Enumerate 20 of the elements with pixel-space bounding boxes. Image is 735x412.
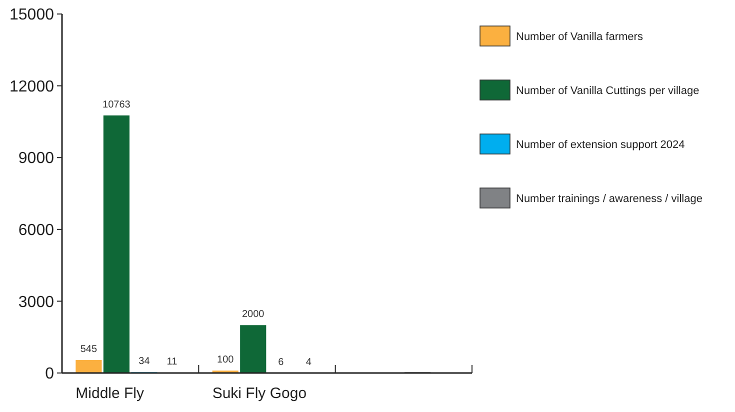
data-label: 100 xyxy=(217,354,234,366)
data-label: 11 xyxy=(166,356,178,368)
data-label: 2000 xyxy=(242,309,265,320)
y-tick-label: 15000 xyxy=(10,6,54,24)
data-label: 10763 xyxy=(102,99,131,110)
legend-label: Number of Vanilla Cuttings per village xyxy=(516,85,700,97)
legend-label: Number trainings / awareness / village xyxy=(516,193,702,205)
data-label: 545 xyxy=(80,344,98,355)
data-label: 4 xyxy=(306,356,312,368)
data-label: 34 xyxy=(138,356,150,368)
data-label: 6 xyxy=(278,356,284,368)
y-tick-label: 3000 xyxy=(18,294,54,311)
legend-label: Number of extension support 2024 xyxy=(516,139,685,151)
x-tick-label: Middle Fly xyxy=(76,385,145,402)
y-tick-label: 12000 xyxy=(10,78,54,96)
y-tick-label: 9000 xyxy=(18,150,54,168)
legend-label: Number of Vanilla farmers xyxy=(516,31,644,43)
x-tick-label: Suki Fly Gogo xyxy=(212,385,307,402)
y-tick-label: 6000 xyxy=(18,222,54,239)
y-tick-label: 0 xyxy=(45,366,54,383)
